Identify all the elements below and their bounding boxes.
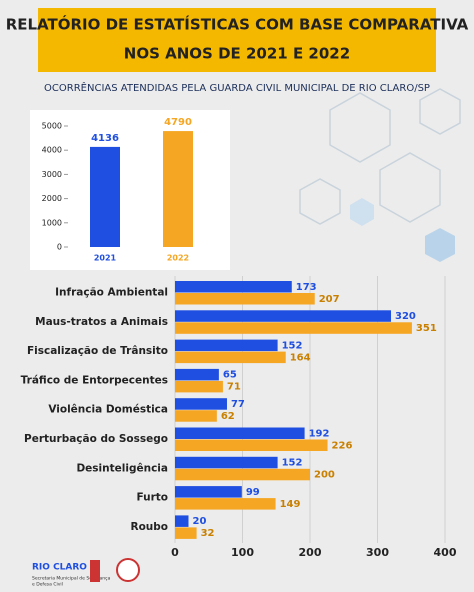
- x-tick-label: 2021: [94, 254, 117, 263]
- value-label: 152: [282, 458, 303, 469]
- bar: [175, 486, 242, 498]
- y-tick-label: 3000: [42, 170, 62, 179]
- value-label: 77: [231, 399, 245, 410]
- decoration: [425, 228, 455, 262]
- value-label: 152: [282, 340, 303, 351]
- subtitle: OCORRÊNCIAS ATENDIDAS PELA GUARDA CIVIL …: [44, 81, 430, 94]
- bar: [175, 515, 189, 527]
- bar: [175, 339, 278, 352]
- value-label: 65: [223, 370, 237, 381]
- value-label: 4790: [164, 117, 192, 128]
- category-label: Infração Ambiental: [55, 287, 168, 299]
- x-tick-label: 2022: [167, 254, 189, 263]
- bar: [163, 131, 193, 247]
- category-label: Maus-tratos a Animais: [35, 316, 168, 328]
- value-label: 200: [314, 470, 335, 481]
- bar: [175, 439, 328, 451]
- bar: [175, 456, 278, 469]
- category-label: Roubo: [130, 521, 168, 533]
- value-label: 226: [332, 440, 353, 451]
- value-label: 173: [296, 282, 317, 293]
- bar: [175, 398, 227, 410]
- bar: [175, 410, 217, 422]
- y-tick-label: 0: [57, 243, 62, 252]
- bar: [175, 498, 276, 510]
- bar: [175, 527, 197, 539]
- category-label: Tráfico de Entorpecentes: [21, 374, 168, 386]
- chart-panel: [30, 110, 230, 270]
- bar: [175, 380, 223, 393]
- bar: [175, 281, 292, 293]
- x-tick-label: 400: [434, 546, 457, 559]
- x-tick-label: 0: [171, 546, 179, 559]
- bar: [175, 322, 412, 334]
- value-label: 71: [227, 382, 241, 393]
- value-label: 164: [290, 352, 311, 363]
- category-label: Desinteligência: [76, 462, 168, 474]
- decoration: [350, 198, 374, 226]
- value-label: 192: [309, 428, 330, 439]
- y-tick-label: 4000: [42, 146, 62, 155]
- value-label: 320: [395, 311, 416, 322]
- value-label: 351: [416, 323, 437, 334]
- value-label: 4136: [91, 133, 119, 144]
- x-tick-label: 200: [299, 546, 322, 559]
- y-tick-label: 1000: [42, 218, 62, 227]
- y-tick-label: 2000: [42, 194, 62, 203]
- y-tick-label: 5000: [42, 122, 62, 131]
- value-label: 149: [280, 499, 301, 510]
- category-label: Furto: [136, 492, 168, 504]
- bar: [175, 368, 219, 381]
- department: Secretaria Municipal de Segurança: [32, 576, 111, 582]
- title: RELATÓRIO DE ESTATÍSTICAS COM BASE COMPA…: [6, 15, 469, 34]
- emblem: [90, 560, 100, 582]
- decoration: [299, 88, 461, 225]
- value-label: 32: [201, 528, 215, 539]
- bar: [175, 293, 315, 305]
- x-tick-label: 300: [366, 546, 389, 559]
- bar: [175, 351, 286, 364]
- value-label: 20: [193, 516, 207, 527]
- bar: [90, 146, 120, 247]
- value-label: 207: [319, 294, 340, 305]
- logo: RIO CLARO: [32, 563, 87, 573]
- category-label: Violência Doméstica: [48, 404, 168, 416]
- bar: [175, 310, 391, 322]
- title-box: [38, 8, 436, 72]
- x-tick-label: 100: [231, 546, 254, 559]
- department: e Defesa Civil: [32, 582, 63, 588]
- category-label: Fiscalização de Trânsito: [27, 345, 168, 357]
- title: NOS ANOS DE 2021 E 2022: [124, 45, 350, 63]
- value-label: 99: [246, 487, 260, 498]
- emblem: [116, 558, 140, 582]
- value-label: 62: [221, 411, 235, 422]
- bar: [175, 427, 305, 439]
- bar: [175, 468, 310, 481]
- category-label: Perturbação do Sossego: [24, 433, 168, 445]
